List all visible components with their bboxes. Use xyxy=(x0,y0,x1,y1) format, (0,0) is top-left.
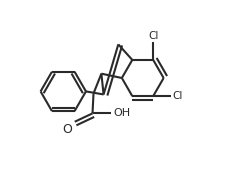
Text: OH: OH xyxy=(113,108,130,118)
Text: O: O xyxy=(62,123,72,136)
Text: Cl: Cl xyxy=(148,31,158,41)
Text: Cl: Cl xyxy=(172,91,182,101)
